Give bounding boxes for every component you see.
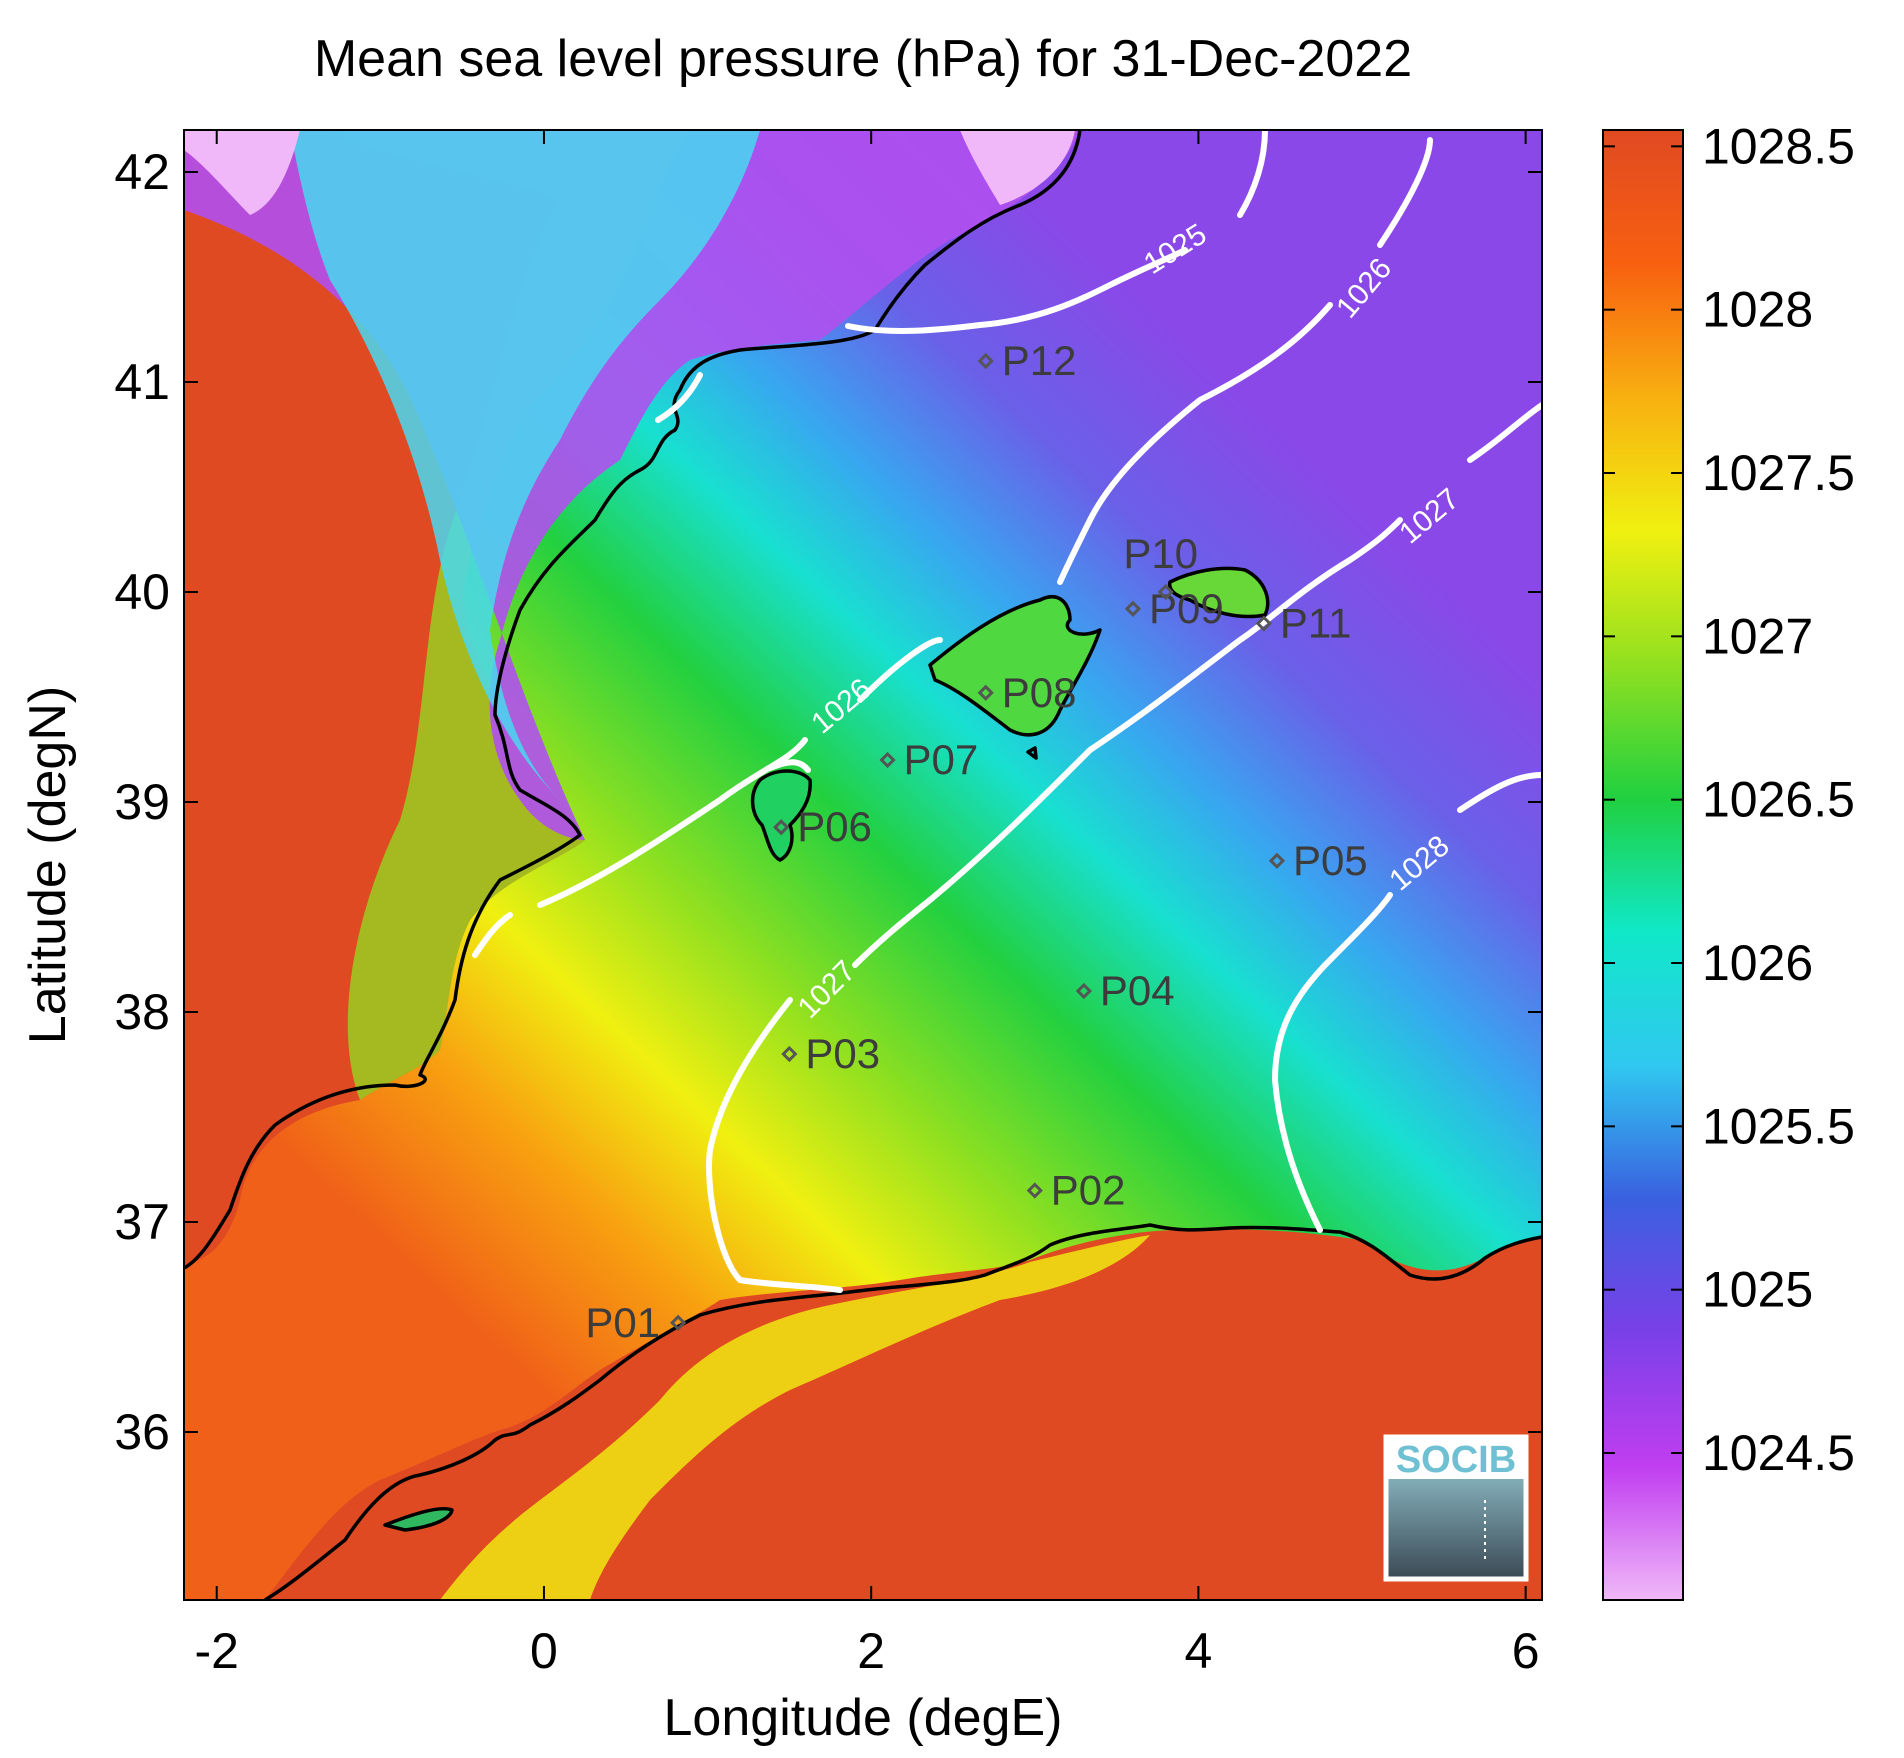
station-p02: P02 <box>1026 1167 1126 1214</box>
contour-1027 <box>706 402 1542 1293</box>
y-tick-label: 38 <box>114 984 170 1040</box>
colorbar: 1024.5 1025 1025.5 1026 1026.5 1027 1027.5 1028… <box>1602 118 1855 1601</box>
colorbar-tick-label: 1025 <box>1702 1262 1813 1318</box>
socib-logo-text: SOCIB <box>1396 1439 1516 1481</box>
station-p07: P07 <box>879 736 979 783</box>
station-label: P12 <box>1002 337 1077 384</box>
x-axis: -2 0 2 4 6 <box>194 130 1540 1679</box>
y-tick-label: 37 <box>114 1194 170 1250</box>
station-marker <box>977 352 994 370</box>
contour-1026 <box>472 137 1433 958</box>
colorbar-tick-label: 1026.5 <box>1702 772 1855 828</box>
station-p08: P08 <box>977 669 1077 716</box>
station-marker <box>773 819 790 836</box>
station-marker <box>781 1045 798 1063</box>
y-axis: 36 37 38 39 40 41 42 <box>114 144 1542 1460</box>
map-plot: 1025 1026 1026 1027 1027 1028 P01P02P03P… <box>184 130 1542 1600</box>
station-p12: P12 <box>977 337 1077 384</box>
x-tick-label: 4 <box>1185 1623 1213 1679</box>
station-marker <box>1255 615 1272 632</box>
coastline-menorca <box>1167 566 1270 619</box>
land-iberia-transition <box>330 130 690 1100</box>
station-p01: P01 <box>585 1299 687 1346</box>
x-tick-label: 6 <box>1512 1623 1540 1679</box>
station-p04: P04 <box>1075 967 1175 1014</box>
x-tick-label: 2 <box>857 1623 885 1679</box>
station-label: P06 <box>797 803 872 850</box>
colorbar-tick-label: 1027.5 <box>1702 445 1855 501</box>
colorbar-tick-label: 1024.5 <box>1702 1425 1855 1481</box>
y-tick-label: 39 <box>114 774 170 830</box>
island-menorca <box>1169 568 1268 617</box>
coastline-mallorca <box>928 595 1102 737</box>
station-p05: P05 <box>1268 837 1368 884</box>
coastline-cabrera <box>1026 746 1038 760</box>
station-label: P05 <box>1293 837 1368 884</box>
y-axis-label: Latitude (degN) <box>19 686 77 1044</box>
y-tick-label: 42 <box>114 144 170 200</box>
x-tick-label: -2 <box>194 1623 238 1679</box>
station-marker <box>1268 852 1286 869</box>
station-p10: P10 <box>1123 530 1198 601</box>
station-label: P01 <box>585 1299 660 1346</box>
x-tick-label: 0 <box>530 1623 558 1679</box>
colorbar-tick-label: 1026 <box>1702 935 1813 991</box>
socib-logo: SOCIB <box>1383 1434 1529 1582</box>
colorbar-tick-label: 1025.5 <box>1702 1098 1855 1154</box>
coastline-ibiza <box>750 769 812 862</box>
station-label: P03 <box>805 1030 880 1077</box>
colorbar-tick-label: 1028 <box>1702 282 1813 338</box>
station-label: P08 <box>1002 669 1077 716</box>
colorbar-fill <box>1602 129 1684 1601</box>
y-tick-label: 41 <box>114 354 170 410</box>
land-north-cyan <box>290 130 760 800</box>
map-title: Mean sea level pressure (hPa) for 31-Dec… <box>314 30 1412 88</box>
contour-1025-north <box>655 372 703 423</box>
station-marker <box>669 1314 687 1331</box>
station-marker <box>879 751 896 769</box>
coastline-alboran <box>383 1506 454 1532</box>
colorbar-tick-label: 1028.5 <box>1702 118 1855 174</box>
station-label: P10 <box>1123 530 1198 577</box>
land-north-pink <box>184 130 300 215</box>
station-p11: P11 <box>1255 600 1352 647</box>
station-marker <box>1124 600 1142 617</box>
colorbar-tick-label: 1027 <box>1702 608 1813 664</box>
contour-1028 <box>1271 772 1542 1233</box>
y-tick-label: 40 <box>114 564 170 620</box>
station-marker <box>1075 982 1093 1000</box>
x-axis-label: Longitude (degE) <box>664 1689 1063 1747</box>
contour-1025 <box>845 130 1268 334</box>
station-label: P07 <box>904 736 979 783</box>
station-p06: P06 <box>773 803 872 850</box>
coastline-africa <box>264 1223 1542 1600</box>
contours <box>472 130 1542 1293</box>
station-marker <box>977 684 994 701</box>
station-marker <box>1157 583 1174 601</box>
island-alboran <box>385 1508 452 1530</box>
station-p03: P03 <box>781 1030 880 1077</box>
plot-frame <box>183 129 1543 1601</box>
station-label: P04 <box>1100 967 1175 1014</box>
land-north-pink-2 <box>960 130 1075 205</box>
station-marker <box>1026 1182 1043 1199</box>
contour-1026-ibiza <box>767 759 811 773</box>
land-africa-coast-band <box>440 1235 1150 1600</box>
colorbar-ticks: 1024.5 1025 1025.5 1026 1026.5 1027 1027.5 1028… <box>1603 118 1855 1481</box>
station-label: P11 <box>1280 600 1352 647</box>
y-tick-label: 36 <box>114 1404 170 1460</box>
station-label: P02 <box>1051 1167 1126 1214</box>
